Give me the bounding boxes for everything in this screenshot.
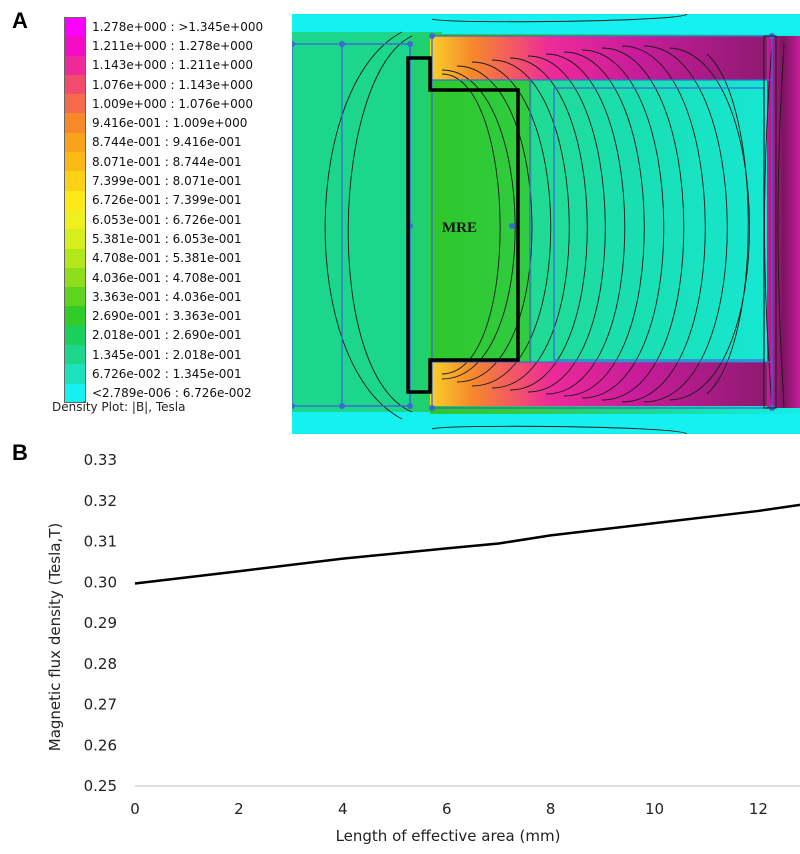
legend-row: 4.708e-001 : 5.381e-001 — [64, 248, 292, 268]
density-plot-field: MRE — [292, 14, 800, 434]
legend-swatch — [64, 94, 86, 114]
mre-label: MRE — [442, 220, 477, 236]
upper-pole-bar — [430, 36, 775, 80]
legend-label: 8.744e-001 : 9.416e-001 — [92, 135, 242, 150]
legend-label: 3.363e-001 : 4.036e-001 — [92, 289, 242, 304]
y-tick-label: 0.27 — [84, 696, 117, 714]
legend-label: 4.036e-001 : 4.708e-001 — [92, 270, 242, 285]
x-tick-label: 10 — [645, 800, 664, 818]
legend-label: 1.076e+000 : 1.143e+000 — [92, 77, 254, 92]
panel-label-b: B — [12, 440, 28, 465]
legend-row: 5.381e-001 : 6.053e-001 — [64, 229, 292, 249]
legend-swatch — [64, 325, 86, 346]
y-tick-label: 0.31 — [84, 533, 117, 551]
legend-swatch — [64, 364, 86, 384]
y-axis-ticks: 0.25 0.26 0.27 0.28 0.29 0.30 0.31 0.32 0.33 — [84, 451, 117, 795]
legend-label: 5.381e-001 : 6.053e-001 — [92, 231, 242, 246]
legend-row: 3.363e-001 : 4.036e-001 — [64, 287, 292, 307]
x-tick-label: 12 — [749, 800, 768, 818]
legend-label: 8.071e-001 : 8.744e-001 — [92, 154, 242, 169]
legend-row: 1.345e-001 : 2.018e-001 — [64, 345, 292, 365]
legend-label: 2.690e-001 : 3.363e-001 — [92, 309, 242, 324]
legend-swatch — [64, 248, 86, 268]
series-group — [134, 503, 800, 585]
legend-row: 1.009e+000 : 1.076e+000 — [64, 94, 292, 114]
legend-label: 1.278e+000 : >1.345e+000 — [92, 19, 264, 34]
legend-swatch — [64, 171, 86, 191]
legend-swatch — [64, 113, 86, 133]
legend-row: 6.053e-001 : 6.726e-001 — [64, 209, 292, 230]
legend-row: 2.018e-001 : 2.690e-001 — [64, 325, 292, 346]
legend-swatch — [64, 190, 86, 210]
series-line — [134, 503, 800, 585]
legend-label: 9.416e-001 : 1.009e+000 — [92, 116, 248, 131]
legend-swatch — [64, 74, 86, 95]
legend-row: 6.726e-002 : 1.345e-001 — [64, 364, 292, 384]
legend-label: <2.789e-006 : 6.726e-002 — [92, 386, 252, 401]
legend-label: 6.726e-002 : 1.345e-001 — [92, 366, 242, 381]
legend-label: 1.009e+000 : 1.076e+000 — [92, 96, 254, 111]
legend-row: <2.789e-006 : 6.726e-002 — [64, 383, 292, 403]
legend-swatch — [64, 132, 86, 153]
legend-label: 7.399e-001 : 8.071e-001 — [92, 174, 242, 189]
legend-row: 2.690e-001 : 3.363e-001 — [64, 306, 292, 326]
legend-swatch — [64, 267, 86, 288]
y-tick-label: 0.32 — [84, 492, 117, 510]
legend-swatch — [64, 209, 86, 230]
x-axis-title: Length of effective area (mm) — [336, 827, 561, 845]
legend-swatch — [64, 287, 86, 307]
mre-outline — [406, 56, 520, 394]
legend-row: 8.744e-001 : 9.416e-001 — [64, 132, 292, 153]
legend-caption: Density Plot: |B|, Tesla — [52, 400, 186, 414]
legend-row: 4.036e-001 : 4.708e-001 — [64, 267, 292, 288]
y-tick-label: 0.29 — [84, 614, 117, 632]
legend-swatch — [64, 383, 86, 403]
density-legend: 1.278e+000 : >1.345e+000 1.211e+000 : 1.2… — [64, 17, 292, 403]
legend-row: 6.726e-001 : 7.399e-001 — [64, 190, 292, 210]
legend-swatch — [64, 55, 86, 75]
lower-pole-bar — [430, 362, 775, 406]
y-axis-title: Magnetic flux density (Tesla,T) — [46, 523, 64, 751]
x-tick-label: 4 — [338, 800, 348, 818]
legend-label: 1.143e+000 : 1.211e+000 — [92, 58, 254, 73]
legend-row: 9.416e-001 : 1.009e+000 — [64, 113, 292, 133]
panel-label-a: A — [12, 8, 28, 33]
legend-swatch — [64, 306, 86, 326]
y-tick-label: 0.25 — [84, 777, 117, 795]
y-tick-label: 0.26 — [84, 736, 117, 754]
legend-row: 1.211e+000 : 1.278e+000 — [64, 36, 292, 56]
legend-swatch — [64, 17, 86, 37]
legend-row: 1.278e+000 : >1.345e+000 — [64, 17, 292, 37]
legend-label: 1.211e+000 : 1.278e+000 — [92, 38, 254, 53]
legend-swatch — [64, 152, 86, 172]
y-tick-label: 0.33 — [84, 451, 117, 469]
outer-field — [292, 32, 410, 412]
legend-row: 8.071e-001 : 8.744e-001 — [64, 152, 292, 172]
legend-label: 1.345e-001 : 2.018e-001 — [92, 347, 242, 362]
legend-label: 2.018e-001 : 2.690e-001 — [92, 328, 242, 343]
flux-density-chart: 0.25 0.26 0.27 0.28 0.29 0.30 0.31 0.32 0.33 0 2 4… — [46, 451, 800, 845]
x-tick-label: 2 — [234, 800, 244, 818]
legend-row: 1.143e+000 : 1.211e+000 — [64, 55, 292, 75]
legend-swatch — [64, 229, 86, 249]
legend-swatch — [64, 36, 86, 56]
x-axis-ticks: 0 2 4 6 8 10 12 — [130, 800, 768, 818]
legend-label: 6.053e-001 : 6.726e-001 — [92, 212, 242, 227]
legend-label: 4.708e-001 : 5.381e-001 — [92, 251, 242, 266]
legend-swatch — [64, 345, 86, 365]
y-tick-label: 0.30 — [84, 573, 117, 591]
y-tick-label: 0.28 — [84, 655, 117, 673]
x-tick-label: 6 — [442, 800, 452, 818]
x-tick-label: 0 — [130, 800, 140, 818]
legend-row: 7.399e-001 : 8.071e-001 — [64, 171, 292, 191]
x-tick-label: 8 — [546, 800, 556, 818]
legend-row: 1.076e+000 : 1.143e+000 — [64, 74, 292, 95]
legend-label: 6.726e-001 : 7.399e-001 — [92, 193, 242, 208]
